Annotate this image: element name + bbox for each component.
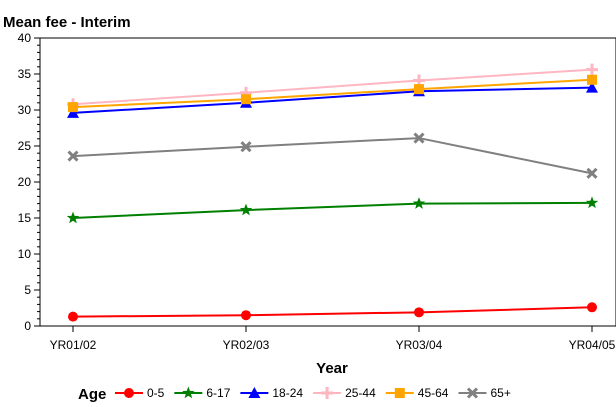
x-tick-label: YR04/05 xyxy=(569,338,616,352)
legend-label: 0-5 xyxy=(147,386,165,400)
data-point xyxy=(68,102,78,113)
chart-title: Mean fee - Interim xyxy=(3,14,131,31)
data-point xyxy=(586,81,598,93)
series-line xyxy=(72,78,593,109)
legend-item: 25-44 xyxy=(313,386,376,400)
y-tick-label: 30 xyxy=(18,103,32,117)
legend-item: 6-17 xyxy=(174,386,231,400)
legend-item: 45-64 xyxy=(385,386,449,400)
series-25-44 xyxy=(67,63,598,111)
legend-label: 6-17 xyxy=(206,386,230,400)
data-point xyxy=(586,63,598,76)
legend-marker xyxy=(248,387,261,398)
legend-marker xyxy=(124,388,134,398)
legend-marker xyxy=(466,387,479,399)
data-point xyxy=(66,211,80,224)
y-tick-label: 40 xyxy=(18,31,32,45)
data-point xyxy=(239,203,253,216)
series-65+ xyxy=(67,132,598,179)
legend-label: 18-24 xyxy=(272,386,303,400)
x-tick-label: YR02/03 xyxy=(223,338,270,352)
legend: Age 0-5 6-17 18-24 25-44 45-64 65+ xyxy=(78,386,511,403)
legend-marker xyxy=(321,387,334,399)
y-tick-label: 15 xyxy=(18,211,32,225)
legend-label: 25-44 xyxy=(345,386,376,400)
x-tick-label: YR01/02 xyxy=(50,338,97,352)
data-point xyxy=(240,141,252,153)
y-tick-label: 25 xyxy=(18,139,32,153)
legend-item: 0-5 xyxy=(115,386,165,400)
legend-item: 65+ xyxy=(458,386,511,400)
data-point xyxy=(587,74,597,85)
y-tick-label: 35 xyxy=(18,67,32,81)
series-line xyxy=(72,306,593,318)
series-layer xyxy=(66,63,599,322)
data-point xyxy=(587,302,597,313)
plot-frame xyxy=(39,37,616,327)
data-point xyxy=(68,311,78,322)
data-point xyxy=(586,167,598,179)
data-point xyxy=(67,150,79,162)
data-point xyxy=(241,94,251,105)
legend-marker xyxy=(394,388,405,398)
series-0-5 xyxy=(68,302,597,322)
series-line xyxy=(72,68,593,106)
data-point xyxy=(67,106,79,118)
axes: 0 5 10 15 20 25 30 35 40 YR01/02 YR02/03 YR03/04 YR0… xyxy=(18,31,616,352)
y-tick-label: 10 xyxy=(18,247,32,261)
series-45-64 xyxy=(68,74,597,113)
data-point xyxy=(414,307,424,318)
data-point xyxy=(412,197,426,209)
data-point xyxy=(413,132,425,144)
legend-marker xyxy=(182,386,195,399)
x-tick-label: YR03/04 xyxy=(396,338,443,352)
legend-item: 18-24 xyxy=(240,386,303,400)
data-point xyxy=(241,310,251,321)
legend-label: 45-64 xyxy=(418,386,449,400)
series-6-17 xyxy=(66,196,599,224)
series-line xyxy=(72,201,593,219)
legend-label: 65+ xyxy=(490,386,510,400)
y-tick-label: 5 xyxy=(24,283,31,297)
legend-title: Age xyxy=(78,386,106,403)
series-line xyxy=(72,86,593,114)
y-tick-label: 20 xyxy=(18,175,32,189)
data-point xyxy=(414,84,424,95)
x-axis-label: Year xyxy=(316,360,348,377)
data-point xyxy=(585,196,599,209)
y-tick-label: 0 xyxy=(24,319,31,333)
series-line xyxy=(72,137,593,175)
